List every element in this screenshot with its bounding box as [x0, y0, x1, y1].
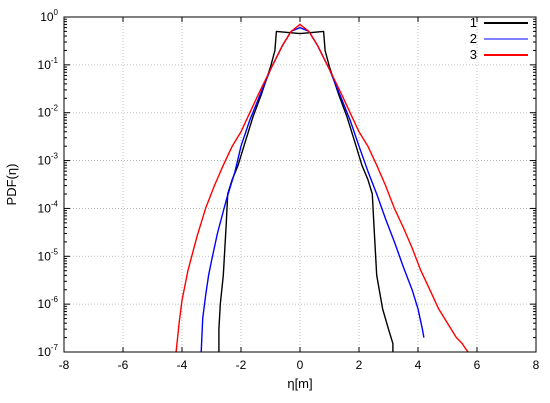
y-tick-label: 10-3 [38, 152, 59, 168]
x-tick-label: -4 [177, 358, 188, 372]
legend-label: 2 [470, 31, 477, 46]
y-tick-label: 10-5 [38, 247, 59, 263]
x-tick-label: 2 [356, 358, 363, 372]
series-1-line [218, 30, 394, 352]
x-tick-label: -6 [118, 358, 129, 372]
y-tick-label: 10-1 [38, 56, 59, 72]
legend-label: 1 [470, 15, 477, 30]
y-axis: 100 10-1 10-2 10-3 10-4 10-5 10-6 10-7 [38, 8, 536, 359]
x-tick-label: 6 [474, 358, 481, 372]
grid-lines [64, 17, 536, 352]
y-tick-label: 10-2 [38, 104, 59, 120]
x-axis-label: η[m] [287, 376, 312, 391]
y-tick-label: 100 [40, 8, 58, 24]
y-tick-label: 10-4 [38, 199, 59, 215]
plot-frame [63, 16, 537, 353]
legend-label: 3 [470, 47, 477, 62]
x-tick-label: -8 [59, 358, 70, 372]
legend: 123 [470, 15, 528, 62]
x-tick-label: 0 [297, 358, 304, 372]
y-axis-label: PDF(η) [4, 164, 19, 206]
y-tick-label: 10-7 [38, 343, 59, 359]
x-axis: -8 -6 -4 -2 0 2 4 6 8 [59, 17, 540, 372]
series-3-line [175, 23, 469, 353]
series-2-line [200, 26, 425, 353]
series-layer [175, 23, 469, 353]
y-tick-label: 10-6 [38, 295, 59, 311]
x-tick-label: 8 [533, 358, 540, 372]
x-tick-label: -2 [236, 358, 247, 372]
x-tick-label: 4 [415, 358, 422, 372]
